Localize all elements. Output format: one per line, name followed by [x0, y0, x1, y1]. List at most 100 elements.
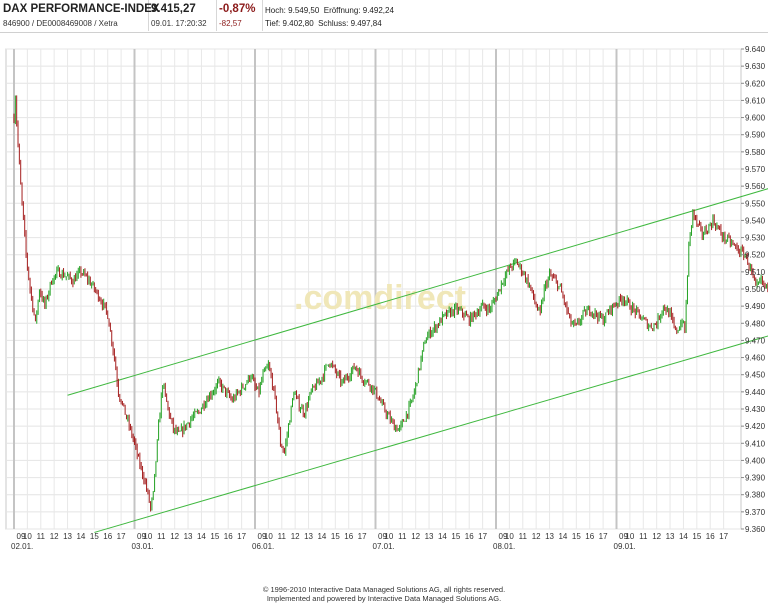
x-hour-label: 14 [317, 532, 326, 541]
x-hour-label: 13 [425, 532, 434, 541]
x-hour-label: 09 [619, 532, 628, 541]
x-hour-label: 10 [625, 532, 634, 541]
x-hour-label: 14 [76, 532, 85, 541]
x-hour-label: 13 [666, 532, 675, 541]
x-date-label: 06.01. [252, 542, 274, 551]
x-hour-label: 13 [545, 532, 554, 541]
x-hour-label: 10 [264, 532, 273, 541]
x-hour-label: 09 [137, 532, 146, 541]
x-hour-label: 11 [639, 532, 648, 541]
x-hour-label: 13 [184, 532, 193, 541]
ohlc-row-1: Hoch: 9.549,50 Eröffnung: 9.492,24 [265, 6, 394, 15]
x-hour-label: 15 [331, 532, 340, 541]
y-tick-label: 9.530 [745, 234, 766, 243]
y-tick-label: 9.370 [745, 508, 766, 517]
ohlc-row-2: Tief: 9.402,80 Schluss: 9.497,84 [265, 19, 382, 28]
price-datetime: 09.01. 17:20:32 [151, 19, 207, 28]
x-hour-label: 11 [398, 532, 407, 541]
x-hour-label: 16 [706, 532, 715, 541]
y-tick-label: 9.560 [745, 182, 766, 191]
y-tick-label: 9.640 [745, 45, 766, 54]
y-tick-label: 9.520 [745, 251, 766, 260]
y-tick-label: 9.490 [745, 302, 766, 311]
x-hour-label: 12 [291, 532, 300, 541]
y-axis: 9.640 9.630 9.620 9.610 9.600 9.590 9.580 9.570… [741, 45, 766, 534]
x-hour-label: 11 [278, 532, 287, 541]
y-tick-label: 9.460 [745, 354, 766, 363]
x-hour-label: 15 [572, 532, 581, 541]
y-tick-label: 9.610 [745, 96, 766, 105]
x-hour-label: 16 [344, 532, 353, 541]
high-value: 9.549,50 [288, 6, 320, 15]
x-hour-label: 15 [90, 532, 99, 541]
x-hour-label: 10 [384, 532, 393, 541]
open-value: 9.492,24 [362, 6, 394, 15]
y-tick-label: 9.580 [745, 148, 766, 157]
close-label: Schluss: [318, 19, 349, 28]
x-date-label: 02.01. [11, 542, 33, 551]
x-hour-label: 15 [210, 532, 219, 541]
y-tick-label: 9.540 [745, 216, 766, 225]
x-hour-label: 11 [37, 532, 46, 541]
x-hour-label: 17 [599, 532, 608, 541]
x-date-label: 03.01. [132, 542, 154, 551]
x-hour-label: 12 [652, 532, 661, 541]
x-hour-label: 13 [304, 532, 313, 541]
watermark: .comdirect [294, 279, 466, 317]
y-tick-label: 9.420 [745, 422, 766, 431]
y-tick-label: 9.390 [745, 474, 766, 483]
change-absolute: -82,57 [219, 19, 242, 28]
chart-grid [5, 48, 742, 530]
x-date-label: 08.01. [493, 542, 515, 551]
open-label: Eröffnung: [323, 6, 361, 15]
y-tick-label: 9.500 [745, 285, 766, 294]
x-hour-label: 11 [519, 532, 528, 541]
x-hour-label: 09 [378, 532, 387, 541]
x-hour-label: 17 [719, 532, 728, 541]
x-date-label: 07.01. [373, 542, 395, 551]
y-tick-label: 9.590 [745, 131, 766, 140]
x-hour-label: 12 [170, 532, 179, 541]
x-hour-label: 17 [478, 532, 487, 541]
x-hour-label: 14 [558, 532, 567, 541]
x-hour-label: 12 [532, 532, 541, 541]
change-percent: -0,87% [219, 3, 256, 15]
instrument-id: 846900 / DE0008469008 / Xetra [3, 19, 118, 28]
x-date-label: 09.01. [614, 542, 636, 551]
ohlc-cell: Hoch: 9.549,50 Eröffnung: 9.492,24 Tief:… [262, 0, 522, 31]
x-hour-label: 16 [103, 532, 112, 541]
x-hour-label: 09 [499, 532, 508, 541]
last-price: 9.415,27 [151, 3, 196, 15]
y-tick-label: 9.440 [745, 388, 766, 397]
low-label: Tief: [265, 19, 281, 28]
x-hour-label: 17 [117, 532, 126, 541]
x-hour-label: 17 [237, 532, 246, 541]
y-tick-label: 9.430 [745, 405, 766, 414]
price-series [13, 95, 768, 512]
y-tick-label: 9.600 [745, 114, 766, 123]
trend-channel [67, 188, 768, 533]
price-chart: .comdirect 9.640 9.630 9.620 9.610 9.600 9.59… [5, 45, 768, 551]
y-tick-label: 9.470 [745, 336, 766, 345]
price-cell: 9.415,27 09.01. 17:20:32 [148, 0, 217, 31]
x-hour-label: 17 [358, 532, 367, 541]
x-hour-label: 16 [224, 532, 233, 541]
low-value: 9.402,80 [282, 19, 314, 28]
close-value: 9.497,84 [350, 19, 382, 28]
x-hour-label: 14 [438, 532, 447, 541]
high-label: Hoch: [265, 6, 286, 15]
x-hour-label: 10 [143, 532, 152, 541]
y-tick-label: 9.450 [745, 371, 766, 380]
x-hour-label: 15 [451, 532, 460, 541]
y-tick-label: 9.630 [745, 62, 766, 71]
x-hour-label: 10 [23, 532, 32, 541]
x-hour-label: 13 [63, 532, 72, 541]
channel-lower-line [94, 335, 768, 533]
y-tick-label: 9.410 [745, 439, 766, 448]
powered-by-line: Implemented and powered by Interactive D… [266, 594, 502, 603]
quote-header: DAX PERFORMANCE-INDEX 846900 / DE0008469… [0, 0, 768, 33]
x-hour-label: 15 [692, 532, 701, 541]
y-tick-label: 9.550 [745, 199, 766, 208]
x-hour-label: 16 [585, 532, 594, 541]
x-hour-label: 12 [411, 532, 420, 541]
